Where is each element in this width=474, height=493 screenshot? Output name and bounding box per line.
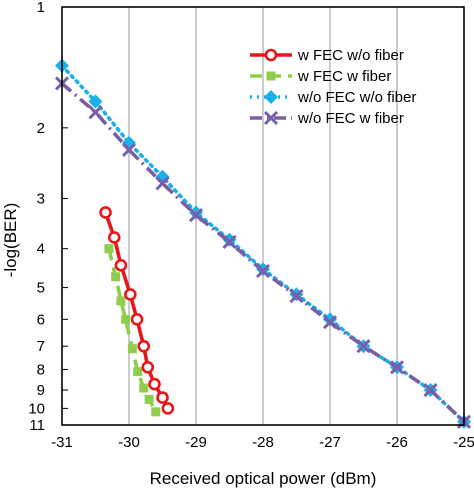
x-axis-title: Received optical power (dBm) [150, 469, 377, 488]
x-tick-label: -25 [453, 434, 474, 451]
x-marker-stroke [389, 360, 405, 375]
y-tick-label: 3 [37, 191, 45, 208]
x-marker-stroke [121, 142, 137, 157]
x-marker-stroke [155, 176, 170, 191]
data-point [356, 339, 371, 354]
data-point [155, 176, 170, 191]
grid-layer [128, 7, 398, 425]
data-point [127, 344, 137, 354]
data-point [104, 244, 114, 254]
x-marker-stroke [255, 264, 271, 279]
y-tick-label: 10 [28, 400, 45, 417]
data-point [133, 367, 143, 377]
x-marker-stroke [263, 110, 279, 126]
legend-label: w/o FEC w/o fiber [297, 89, 416, 106]
x-tick-label: -30 [118, 434, 140, 451]
y-tick-label: 7 [37, 338, 45, 355]
data-point [121, 142, 137, 157]
data-point [116, 296, 126, 306]
legend-marker [264, 48, 278, 62]
data-point [222, 234, 237, 250]
x-marker-stroke [188, 208, 204, 223]
y-tick-label: 6 [37, 311, 45, 328]
data-point [144, 394, 154, 404]
y-tick-label: 5 [37, 280, 45, 297]
data-point [107, 231, 121, 244]
x-marker-stroke [289, 289, 304, 304]
legend-entry: w FEC w/o fiber [250, 47, 404, 64]
y-tick-label: 9 [37, 382, 45, 399]
data-point [255, 264, 271, 279]
series-line [103, 211, 170, 410]
y-tick-label: 2 [37, 120, 45, 137]
legend-entry: w/o FEC w fiber [250, 110, 404, 127]
y-tick-label: 8 [37, 361, 45, 378]
legend-marker [263, 110, 279, 126]
legend-label: w FEC w fiber [297, 68, 391, 85]
y-axis-title: -log(BER) [1, 203, 20, 278]
x-tick-label: -31 [51, 434, 73, 451]
legend-marker [266, 71, 276, 81]
data-point [289, 289, 304, 304]
data-point [389, 360, 405, 375]
legend-entry: w/o FEC w/o fiber [250, 89, 416, 106]
x-marker-stroke [423, 382, 438, 398]
y-tick-label: 11 [29, 417, 45, 434]
legend-label: w FEC w/o fiber [297, 47, 404, 64]
data-point [114, 258, 128, 272]
series-group [99, 206, 175, 415]
data-point [139, 383, 149, 393]
y-tick-label: 4 [37, 241, 45, 258]
data-point [88, 94, 103, 109]
x-tick-label: -27 [319, 434, 341, 451]
data-point [99, 206, 112, 219]
data-point [188, 208, 204, 223]
x-tick-label: -28 [252, 434, 274, 451]
data-point [156, 391, 169, 404]
data-point [322, 315, 338, 330]
x-marker-stroke [222, 234, 237, 250]
legend: w FEC w/o fiber w FEC w fiber w/o FEC w/o … [250, 47, 416, 127]
legend-marker [264, 90, 278, 104]
data-point [88, 105, 103, 120]
plot-frame [61, 6, 465, 426]
y-tick-label: 1 [37, 0, 45, 16]
data-point [148, 377, 161, 391]
legend-entry: w FEC w fiber [250, 68, 391, 85]
data-point [124, 288, 137, 301]
data-point [130, 313, 144, 326]
data-point [137, 339, 151, 353]
data-point [189, 205, 203, 220]
data-point [423, 382, 438, 398]
x-marker-stroke [322, 315, 338, 330]
series-group [54, 76, 472, 429]
x-tick-label: -26 [386, 434, 408, 451]
data-point [111, 272, 121, 282]
data-point [151, 407, 161, 417]
x-marker-stroke [356, 339, 371, 354]
series-group [104, 244, 161, 417]
data-point [121, 314, 131, 324]
x-tick-label: -29 [185, 434, 207, 451]
series-layer [54, 58, 472, 429]
x-marker-stroke [88, 105, 103, 120]
legend-label: w/o FEC w fiber [297, 110, 404, 127]
data-point [161, 402, 175, 415]
data-point [141, 360, 155, 374]
